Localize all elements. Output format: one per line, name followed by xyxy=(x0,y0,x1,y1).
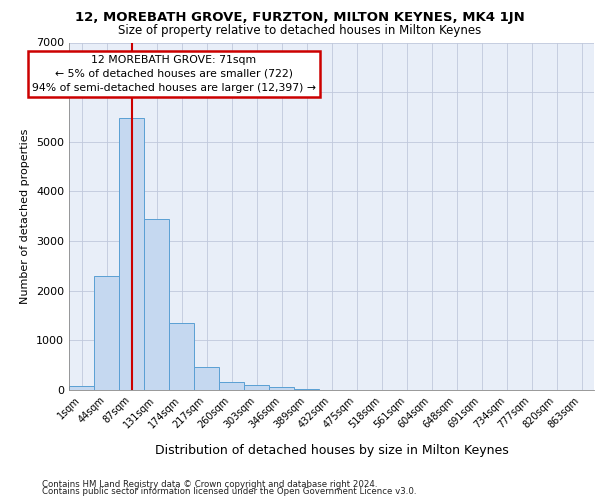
Bar xyxy=(244,385,269,390)
Text: Contains public sector information licensed under the Open Government Licence v3: Contains public sector information licen… xyxy=(42,488,416,496)
Bar xyxy=(119,118,144,390)
Bar xyxy=(219,382,244,390)
Bar xyxy=(144,218,169,390)
Bar xyxy=(194,366,219,390)
Text: 12, MOREBATH GROVE, FURZTON, MILTON KEYNES, MK4 1JN: 12, MOREBATH GROVE, FURZTON, MILTON KEYN… xyxy=(75,11,525,24)
Text: Contains HM Land Registry data © Crown copyright and database right 2024.: Contains HM Land Registry data © Crown c… xyxy=(42,480,377,489)
Bar xyxy=(269,388,294,390)
Text: Size of property relative to detached houses in Milton Keynes: Size of property relative to detached ho… xyxy=(118,24,482,37)
Y-axis label: Number of detached properties: Number of detached properties xyxy=(20,128,31,304)
Bar xyxy=(69,386,94,390)
X-axis label: Distribution of detached houses by size in Milton Keynes: Distribution of detached houses by size … xyxy=(155,444,508,457)
Bar xyxy=(94,276,119,390)
Bar xyxy=(294,388,319,390)
Bar xyxy=(169,323,194,390)
Text: 12 MOREBATH GROVE: 71sqm
← 5% of detached houses are smaller (722)
94% of semi-d: 12 MOREBATH GROVE: 71sqm ← 5% of detache… xyxy=(32,55,316,93)
